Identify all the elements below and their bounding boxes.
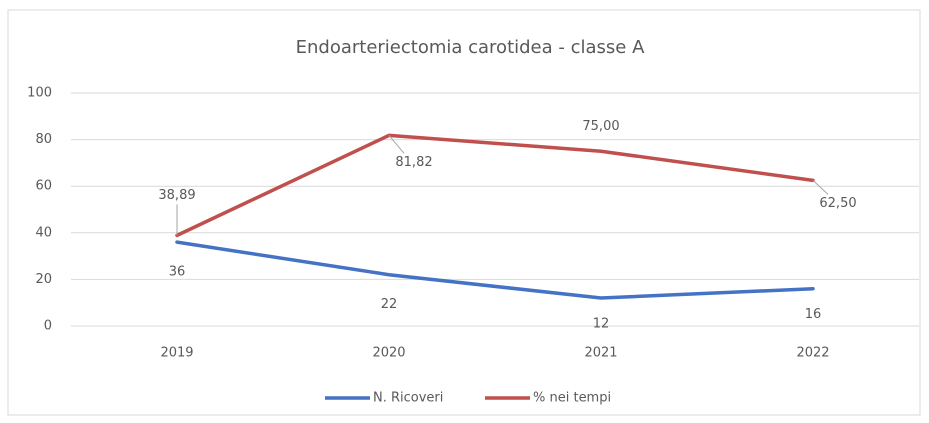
data-label: 62,50 [819,196,856,211]
leader-line [812,180,829,195]
chart-title: Endoarteriectomia carotidea - classe A [296,37,645,58]
x-tick-label: 2019 [160,346,193,361]
data-label: 36 [169,265,186,280]
y-tick-label: 100 [27,86,52,101]
y-tick-label: 80 [35,132,52,147]
x-tick-label: 2022 [796,346,829,361]
y-tick-label: 20 [35,272,52,287]
x-tick-label: 2021 [584,346,617,361]
data-label: 75,00 [582,119,619,134]
data-label: 16 [805,307,822,322]
y-tick-label: 40 [35,225,52,240]
line [175,133,815,238]
data-label: 22 [381,297,398,312]
data-label: 38,89 [158,188,195,203]
y-tick-label: 0 [44,319,52,334]
legend-label: % nei tempi [533,391,611,406]
y-tick-label: 60 [35,179,52,194]
line [175,240,815,300]
data-label: 12 [593,317,610,332]
x-tick-label: 2020 [372,346,405,361]
leader-line [388,135,405,154]
legend-label: N. Ricoveri [373,391,443,406]
chart-frame [7,9,921,416]
data-label: 81,82 [395,155,432,170]
